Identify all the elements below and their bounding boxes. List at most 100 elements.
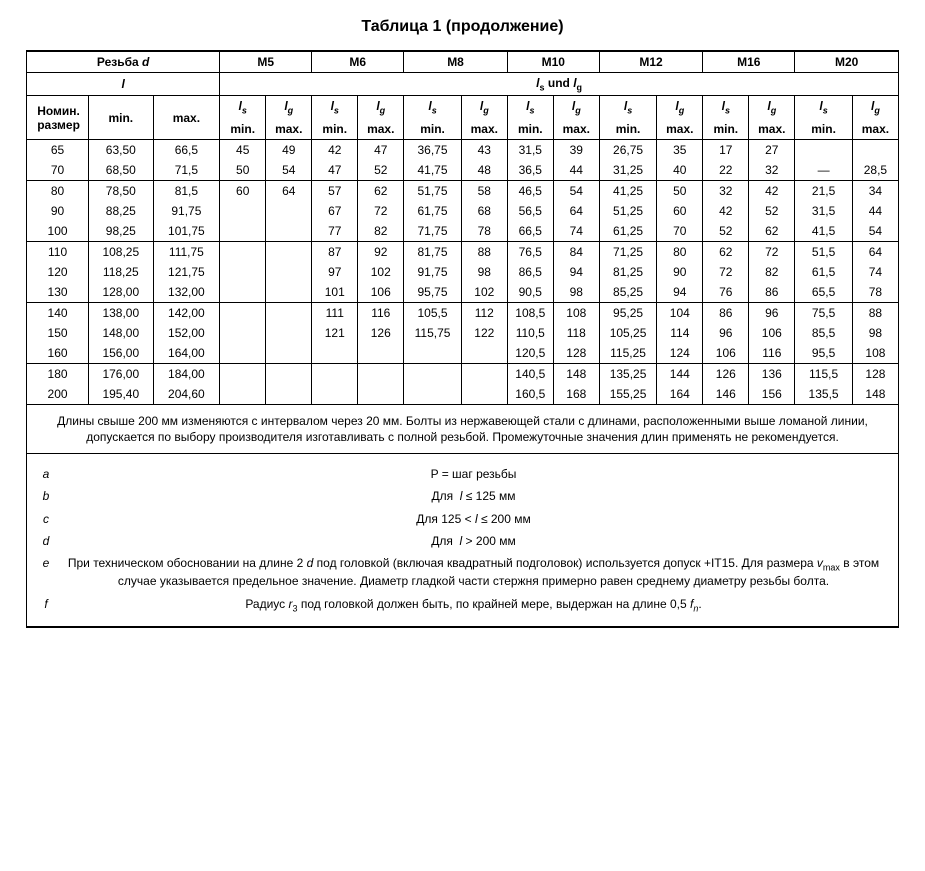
data-cell	[266, 262, 312, 282]
min-label: min.	[599, 119, 657, 140]
data-cell: 74	[852, 262, 898, 282]
data-cell: 35	[657, 139, 703, 160]
data-cell: 82	[358, 221, 404, 242]
data-cell: 36,5	[507, 160, 553, 181]
data-cell	[404, 384, 462, 405]
data-cell: 118,25	[89, 262, 153, 282]
data-cell: 81,25	[599, 262, 657, 282]
data-cell	[358, 343, 404, 364]
data-cell: 86,5	[507, 262, 553, 282]
max-label: max.	[657, 119, 703, 140]
data-cell	[852, 139, 898, 160]
table-row: 120118,25121,759710291,759886,59481,2590…	[27, 262, 899, 282]
data-cell: 74	[553, 221, 599, 242]
data-cell: 60	[657, 201, 703, 221]
footnote-letter: a	[35, 466, 57, 482]
ls-header: ls	[703, 96, 749, 119]
data-cell	[312, 343, 358, 364]
footnote-row: fРадиус r3 под головкой должен быть, по …	[27, 593, 899, 628]
header-row-3: Номин. размер min. max. ls lg ls lg ls l…	[27, 96, 899, 119]
data-cell: 101,75	[153, 221, 220, 242]
data-cell: 110	[27, 241, 89, 262]
data-cell: 98,25	[89, 221, 153, 242]
data-cell: 62	[358, 180, 404, 201]
footnote-text: Для 125 < l ≤ 200 мм	[57, 511, 890, 527]
max-label: max.	[852, 119, 898, 140]
data-cell: 148	[553, 363, 599, 384]
data-cell: 43	[461, 139, 507, 160]
data-cell	[461, 363, 507, 384]
data-cell	[220, 241, 266, 262]
footnote-text: Для l > 200 мм	[57, 533, 890, 549]
data-cell: 46,5	[507, 180, 553, 201]
data-cell	[220, 384, 266, 405]
data-cell: 128	[553, 343, 599, 364]
data-cell: 110,5	[507, 323, 553, 343]
lg-header: lg	[358, 96, 404, 119]
data-cell: 108	[553, 302, 599, 323]
size-header: M10	[507, 51, 599, 73]
data-cell: 54	[266, 160, 312, 181]
data-cell: 95,5	[795, 343, 853, 364]
data-cell: 66,5	[507, 221, 553, 242]
data-cell: 80	[657, 241, 703, 262]
size-header: M5	[220, 51, 312, 73]
footnote-cell: bДля l ≤ 125 мм	[27, 485, 899, 507]
table-row: 180176,00184,00140,5148135,2514412613611…	[27, 363, 899, 384]
data-cell: 68,50	[89, 160, 153, 181]
data-cell: 120	[27, 262, 89, 282]
l-min-header: min.	[89, 96, 153, 139]
data-cell: 95,75	[404, 282, 462, 303]
data-cell: 164,00	[153, 343, 220, 364]
data-cell: 81,5	[153, 180, 220, 201]
note-text: Длины свыше 200 мм изменяются с интервал…	[27, 404, 899, 453]
data-cell: 121	[312, 323, 358, 343]
footnote-cell: fРадиус r3 под головкой должен быть, по …	[27, 593, 899, 628]
data-cell: 126	[358, 323, 404, 343]
footnote-letter: d	[35, 533, 57, 549]
data-cell	[404, 343, 462, 364]
lg-header: lg	[461, 96, 507, 119]
min-label: min.	[795, 119, 853, 140]
data-cell: 200	[27, 384, 89, 405]
footnote-row: bДля l ≤ 125 мм	[27, 485, 899, 507]
data-cell: 91,75	[153, 201, 220, 221]
data-cell: 111	[312, 302, 358, 323]
data-cell: 156,00	[89, 343, 153, 364]
data-cell: 51,25	[599, 201, 657, 221]
data-cell: 66,5	[153, 139, 220, 160]
footnote-cell: eПри техническом обосновании на длине 2 …	[27, 552, 899, 593]
data-cell: 61,5	[795, 262, 853, 282]
data-cell	[266, 241, 312, 262]
data-cell: 108	[852, 343, 898, 364]
data-cell: 60	[220, 180, 266, 201]
data-cell: 140,5	[507, 363, 553, 384]
data-cell: 98	[852, 323, 898, 343]
data-cell: 54	[553, 180, 599, 201]
data-cell: 75,5	[795, 302, 853, 323]
footnote-row: dДля l > 200 мм	[27, 530, 899, 552]
data-cell: 104	[657, 302, 703, 323]
size-header: M6	[312, 51, 404, 73]
data-cell: 62	[749, 221, 795, 242]
thread-header: Резьба d	[27, 51, 220, 73]
data-cell: 28,5	[852, 160, 898, 181]
data-cell: 115,75	[404, 323, 462, 343]
data-cell: 126	[703, 363, 749, 384]
data-cell	[220, 221, 266, 242]
data-cell: 146	[703, 384, 749, 405]
data-cell: 118	[553, 323, 599, 343]
data-cell	[312, 363, 358, 384]
data-cell: 40	[657, 160, 703, 181]
data-cell: 41,75	[404, 160, 462, 181]
lg-header: lg	[852, 96, 898, 119]
data-cell: 168	[553, 384, 599, 405]
data-cell: 72	[703, 262, 749, 282]
data-cell: 49	[266, 139, 312, 160]
lg-header: lg	[657, 96, 703, 119]
data-cell: 130	[27, 282, 89, 303]
data-cell: 42	[749, 180, 795, 201]
data-cell	[461, 343, 507, 364]
table-row: 110108,25111,75879281,758876,58471,25806…	[27, 241, 899, 262]
data-cell: 144	[657, 363, 703, 384]
